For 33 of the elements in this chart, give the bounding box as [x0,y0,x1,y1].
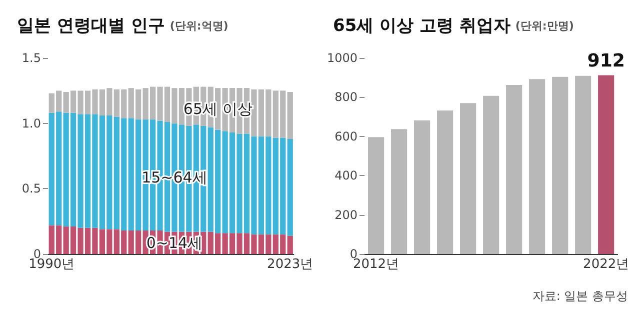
x-tick-label: 1990년 [28,257,75,272]
bar [414,120,430,254]
bar [368,137,384,254]
y-tick-label: 1000 [326,51,358,65]
y-tick-label: 1.5 [22,51,41,65]
chart-subtitle: (단위:억명) [170,20,228,32]
bar [287,139,293,236]
bar [483,96,500,254]
bar [460,103,476,254]
bar [437,110,454,254]
y-tick-label: 1.0 [22,116,41,130]
series-label: 65세 이상 [183,100,252,118]
y-tick-label: 400 [334,168,358,183]
chart-title: 65세 이상 고령 취업자 [333,16,510,36]
y-tick-label: 600 [334,129,358,144]
bar [552,76,568,254]
chart-subtitle: (단위:만명) [515,20,574,32]
bar [506,85,522,254]
y-tick-label: 0.5 [22,182,41,196]
bar [529,79,546,254]
x-tick-label: 2022년 [583,257,630,272]
x-tick-label: 2012년 [352,257,400,272]
bar [598,75,614,254]
text: 자료: 일본 총무성 [531,288,629,305]
chart-title: 일본 연령대별 인구 [17,16,165,36]
data-label: 912 [587,50,625,72]
x-tick-label: 2023년 [267,257,314,272]
y-tick-label: 800 [334,90,358,104]
bar [287,92,293,140]
y-tick-label: 200 [334,208,358,222]
bar [287,236,293,254]
bar [390,129,408,254]
bar [575,76,592,254]
